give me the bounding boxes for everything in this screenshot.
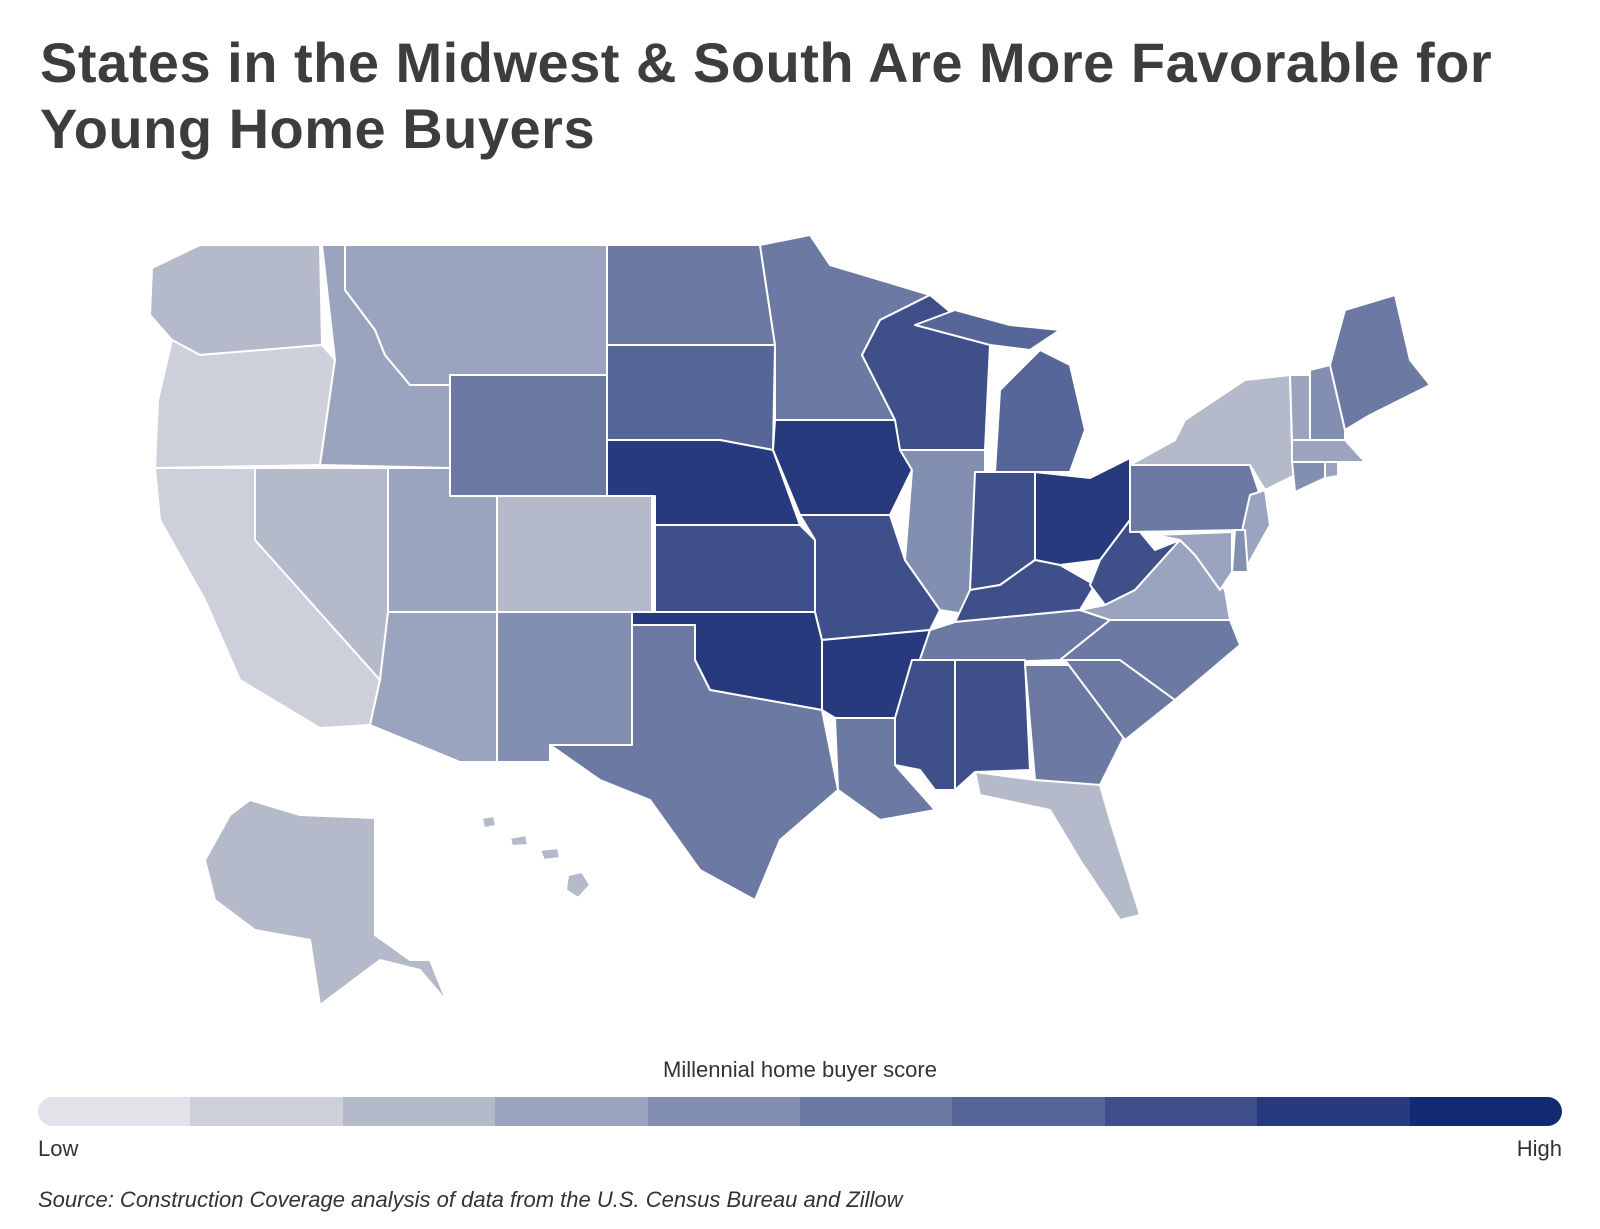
state-vt — [1289, 374, 1311, 441]
state-ga — [1024, 664, 1126, 786]
state-az — [369, 611, 498, 763]
state-al — [954, 659, 1031, 791]
legend-step-10 — [1409, 1097, 1562, 1126]
state-mi-upper — [914, 309, 1061, 351]
state-nm — [496, 611, 633, 763]
state-hi-big — [565, 871, 591, 899]
chart-title: States in the Midwest & South Are More F… — [40, 31, 1493, 160]
legend-step-6 — [800, 1097, 953, 1126]
state-sd — [606, 344, 776, 451]
state-ak — [204, 799, 448, 1006]
state-hi-oahu — [509, 834, 529, 847]
state-ma — [1291, 439, 1366, 463]
legend-step-7 — [952, 1097, 1105, 1126]
legend-title: Millennial home buyer score — [663, 1057, 937, 1082]
state-co — [496, 495, 653, 613]
legend-step-9 — [1257, 1097, 1410, 1126]
state-wa — [149, 244, 323, 356]
state-tx — [549, 624, 839, 901]
legend-step-5 — [647, 1097, 801, 1126]
legend-step-8 — [1104, 1097, 1258, 1126]
state-de — [1231, 529, 1249, 573]
state-nh — [1309, 364, 1346, 441]
state-or — [154, 339, 336, 469]
legend-high-label: High — [1516, 1136, 1562, 1161]
state-ia — [772, 419, 913, 516]
legend-step-2 — [190, 1097, 343, 1126]
legend-low-label: Low — [38, 1136, 79, 1161]
state-mi — [994, 349, 1086, 473]
state-ks — [654, 524, 816, 613]
state-hi-kauai — [481, 815, 497, 829]
state-wy — [449, 374, 608, 497]
state-md — [1154, 531, 1233, 591]
state-hi-maui — [539, 847, 561, 861]
legend-step-3 — [342, 1097, 496, 1126]
color-scale-legend — [38, 1097, 1562, 1126]
legend-step-1 — [38, 1097, 191, 1126]
state-fl — [974, 771, 1141, 921]
state-me — [1329, 294, 1431, 431]
source-note: Source: Construction Coverage analysis o… — [38, 1187, 903, 1212]
state-nd — [606, 244, 776, 346]
legend-step-4 — [495, 1097, 648, 1126]
state-pa — [1129, 464, 1261, 533]
state-ct — [1291, 459, 1326, 493]
